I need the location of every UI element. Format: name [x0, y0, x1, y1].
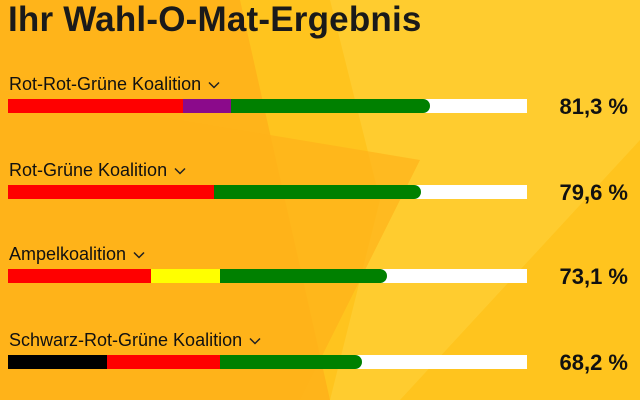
bar-track: [8, 99, 527, 113]
coalition-label: Ampelkoalition: [9, 244, 127, 264]
percent-label: 73,1 %: [559, 264, 629, 289]
bar-segment: [219, 355, 362, 369]
stacked-bar: [8, 185, 422, 199]
bar-segment: [106, 355, 220, 369]
bar-segment: [213, 185, 422, 199]
page-title: Ihr Wahl-O-Mat-Ergebnis: [8, 0, 422, 39]
stacked-bar: [8, 355, 362, 369]
bar-segment: [150, 269, 221, 283]
percent-label: 81,3 %: [559, 94, 629, 119]
coalition-row: Ampelkoalition 73,1 %: [0, 244, 640, 304]
percent-label: 68,2 %: [559, 350, 629, 375]
coalition-row: Rot-Grüne Koalition 79,6 %: [0, 160, 640, 220]
bar-track: [8, 185, 527, 199]
bar-segment: [8, 185, 214, 199]
coalition-label: Rot-Rot-Grüne Koalition: [9, 74, 202, 94]
bar-track: [8, 269, 527, 283]
coalition-toggle[interactable]: Schwarz-Rot-Grüne Koalition: [9, 330, 261, 351]
coalition-label: Schwarz-Rot-Grüne Koalition: [9, 330, 243, 350]
bar-segment: [8, 269, 151, 283]
bar-segment: [231, 99, 430, 113]
coalition-toggle[interactable]: Rot-Rot-Grüne Koalition: [9, 74, 220, 95]
chevron-down-icon: [208, 81, 220, 89]
bar-segment: [220, 269, 388, 283]
stacked-bar: [8, 99, 430, 113]
percent-label: 79,6 %: [559, 180, 629, 205]
chevron-down-icon: [174, 167, 186, 175]
bar-segment: [182, 99, 232, 113]
chevron-down-icon: [133, 251, 145, 259]
coalition-row: Schwarz-Rot-Grüne Koalition 68,2 %: [0, 330, 640, 390]
bar-track: [8, 355, 527, 369]
bar-segment: [8, 355, 107, 369]
coalition-toggle[interactable]: Rot-Grüne Koalition: [9, 160, 186, 181]
coalition-row: Rot-Rot-Grüne Koalition 81,3 %: [0, 74, 640, 134]
coalition-toggle[interactable]: Ampelkoalition: [9, 244, 145, 265]
stacked-bar: [8, 269, 388, 283]
chevron-down-icon: [249, 337, 261, 345]
coalition-label: Rot-Grüne Koalition: [9, 160, 168, 180]
bar-segment: [8, 99, 183, 113]
